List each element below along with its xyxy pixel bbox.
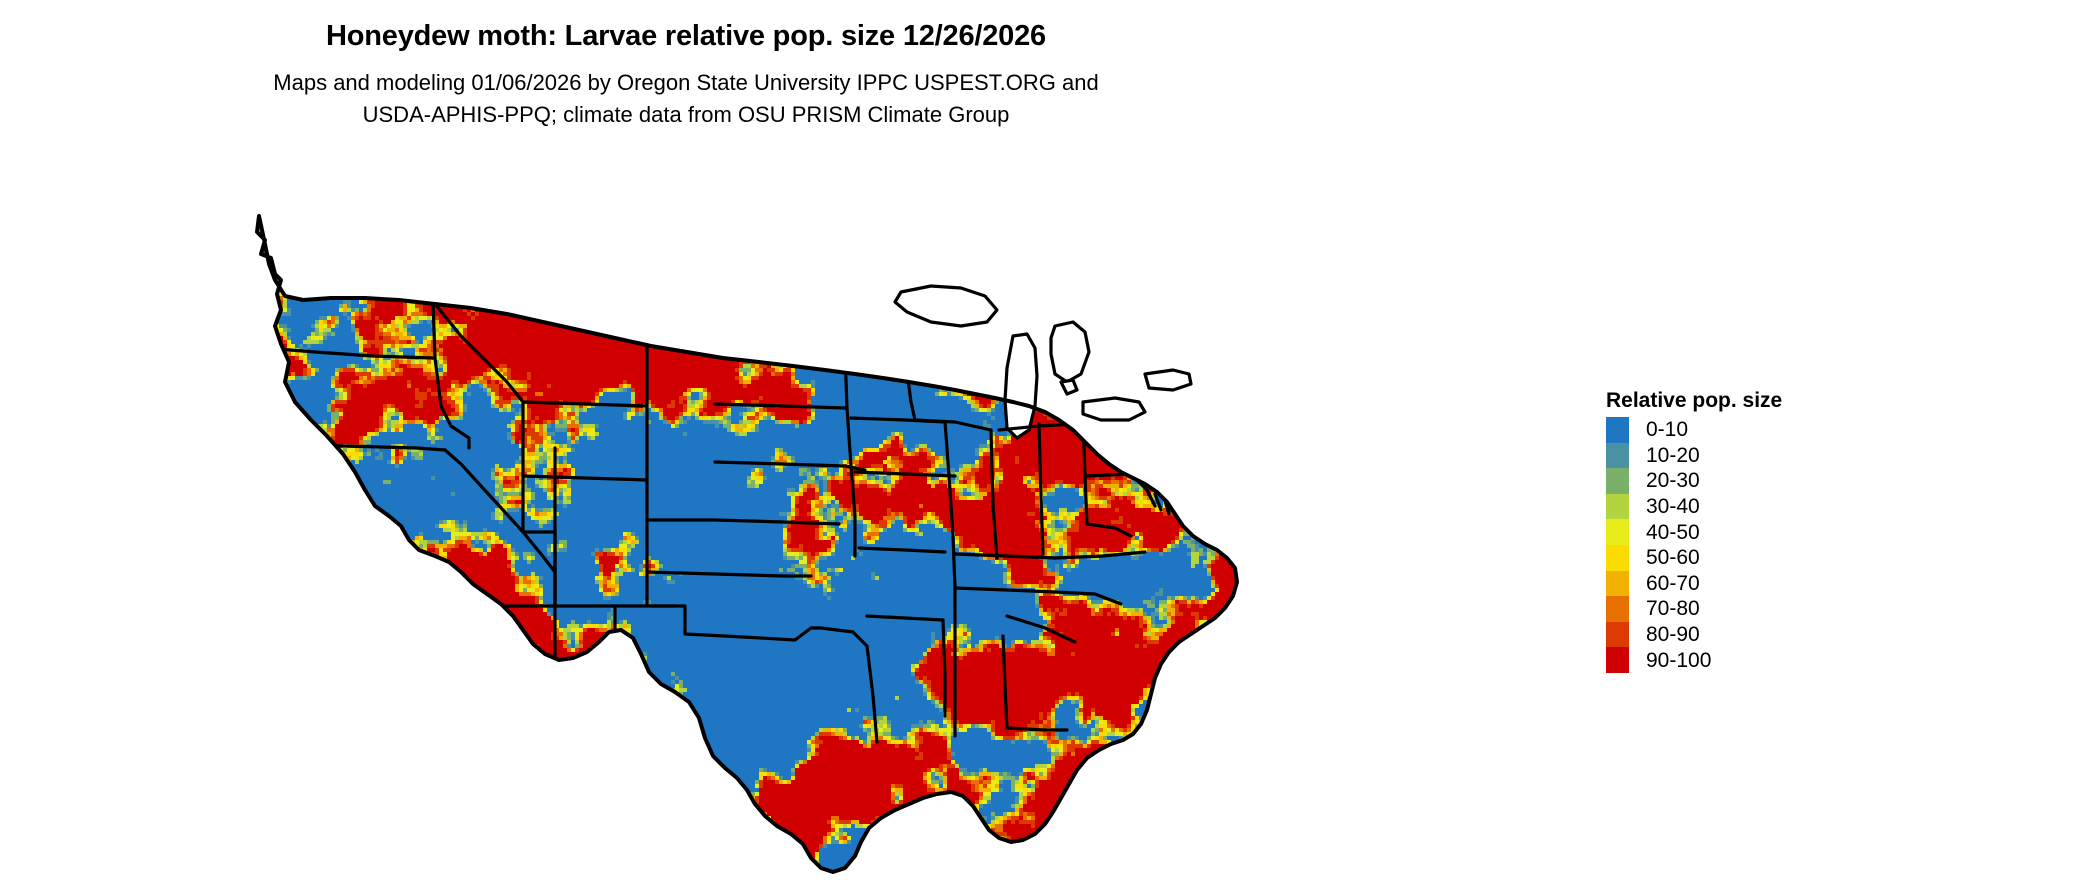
lake-saginaw-bay	[1059, 378, 1079, 396]
legend-item-90-100[interactable]: 90-100	[1606, 647, 1906, 673]
state-border-line-28	[953, 552, 1057, 560]
state-border-line-35	[1053, 590, 1123, 606]
legend-swatch-60-70	[1606, 570, 1629, 597]
state-border-line-24	[943, 420, 957, 648]
legend-swatch-90-100	[1606, 647, 1629, 673]
legend-item-30-40[interactable]: 30-40	[1606, 493, 1906, 520]
legend-swatch-70-80	[1606, 596, 1629, 622]
state-border-line-13	[713, 460, 867, 472]
legend-item-0-10[interactable]: 0-10	[1606, 417, 1906, 443]
state-border-line-38	[1153, 398, 1179, 478]
legend-rows: 0-10 10-20 20-30 30-40 40-50 50-60 60-70 70-80 8…	[1606, 417, 1906, 673]
legend-label-70-80: 70-80	[1646, 597, 1700, 621]
state-border-line-39	[1193, 370, 1199, 428]
raster-cells	[257, 216, 1237, 872]
state-border-line-52	[819, 626, 879, 744]
legend-label-80-90: 80-90	[1646, 623, 1700, 647]
legend-swatch-30-40	[1606, 493, 1629, 520]
state-border-line-0	[263, 346, 435, 360]
state-border-line-40	[1209, 342, 1219, 412]
state-border-line-29	[989, 428, 999, 560]
state-border-line-37	[1005, 726, 1069, 732]
legend-label-60-70: 60-70	[1646, 571, 1700, 595]
state-border-line-30	[1037, 422, 1045, 556]
lake-lake-erie	[1081, 396, 1147, 422]
legend-label-20-30: 20-30	[1646, 469, 1700, 493]
state-border-line-9	[521, 474, 649, 482]
state-border-line-46	[995, 344, 1005, 392]
state-border-line-14	[645, 518, 841, 526]
legend-item-40-50[interactable]: 40-50	[1606, 519, 1906, 545]
legend-item-10-20[interactable]: 10-20	[1606, 442, 1906, 469]
legend-item-70-80[interactable]: 70-80	[1606, 596, 1906, 622]
legend-label-30-40: 30-40	[1646, 495, 1700, 519]
title-block: Honeydew moth: Larvae relative pop. size…	[0, 0, 1372, 131]
lake-lake-ontario	[1143, 368, 1193, 392]
state-border-line-8	[521, 400, 649, 408]
legend-title: Relative pop. size	[1606, 389, 1783, 412]
legend-swatch-80-90	[1606, 621, 1629, 648]
state-border-line-27	[953, 586, 1057, 594]
raster-class-90-100	[257, 216, 1237, 872]
great-lakes-nodata	[893, 284, 1193, 440]
lake-lake-superior	[893, 284, 999, 328]
legend-swatch-50-60	[1606, 544, 1629, 571]
legend-label-90-100: 90-100	[1646, 648, 1712, 672]
state-border-line-3	[433, 302, 525, 450]
subtitle: Maps and modeling 01/06/2026 by Oregon S…	[0, 67, 1372, 131]
subtitle-line-2: USDA-APHIS-PPQ; climate data from OSU PR…	[362, 102, 1010, 127]
choropleth-map[interactable]	[255, 176, 1375, 882]
legend-swatch-0-10	[1606, 417, 1629, 443]
legend-label-10-20: 10-20	[1646, 443, 1700, 467]
state-border-line-48	[1085, 522, 1133, 538]
legend-label-0-10: 0-10	[1646, 418, 1689, 442]
legend-swatch-10-20	[1606, 442, 1629, 469]
state-border-line-15	[645, 570, 813, 578]
raster-data-layer	[257, 216, 1237, 872]
state-border-line-34	[1053, 550, 1147, 560]
lake-lake-huron	[1049, 320, 1091, 384]
state-border-line-41	[1169, 460, 1225, 466]
state-border-line-26	[1001, 634, 1009, 730]
state-border-line-19	[843, 350, 857, 558]
state-border-line-2	[431, 300, 471, 450]
state-border-line-16	[645, 604, 823, 642]
state-border-line-23	[865, 614, 945, 622]
state-border-line-36	[1005, 614, 1077, 644]
state-border-line-45	[909, 344, 997, 358]
state-border-line-21	[853, 470, 957, 478]
subtitle-line-1: Maps and modeling 01/06/2026 by Oregon S…	[273, 70, 1099, 95]
legend: Relative pop. size 0-10 10-20 20-30 30-40 40…	[1606, 390, 1906, 673]
legend-label-50-60: 50-60	[1646, 546, 1700, 570]
us-map-svg	[255, 214, 1239, 874]
national-border	[255, 214, 1239, 874]
state-border-line-51	[941, 618, 947, 718]
state-border-line-47	[997, 422, 1077, 432]
state-border-line-12	[713, 402, 847, 410]
state-border-line-50	[1153, 492, 1163, 512]
state-border-line-22	[857, 546, 947, 554]
page-title: Honeydew moth: Larvae relative pop. size…	[326, 20, 1046, 52]
legend-swatch-40-50	[1606, 519, 1629, 545]
state-border-line-44	[913, 418, 993, 432]
legend-item-80-90[interactable]: 80-90	[1606, 621, 1906, 648]
lake-lake-michigan	[1003, 332, 1039, 440]
legend-item-20-30[interactable]: 20-30	[1606, 468, 1906, 494]
legend-item-50-60[interactable]: 50-60	[1606, 544, 1906, 571]
legend-label-40-50: 40-50	[1646, 520, 1700, 544]
legend-item-60-70[interactable]: 60-70	[1606, 570, 1906, 597]
legend-swatch-20-30	[1606, 468, 1629, 494]
